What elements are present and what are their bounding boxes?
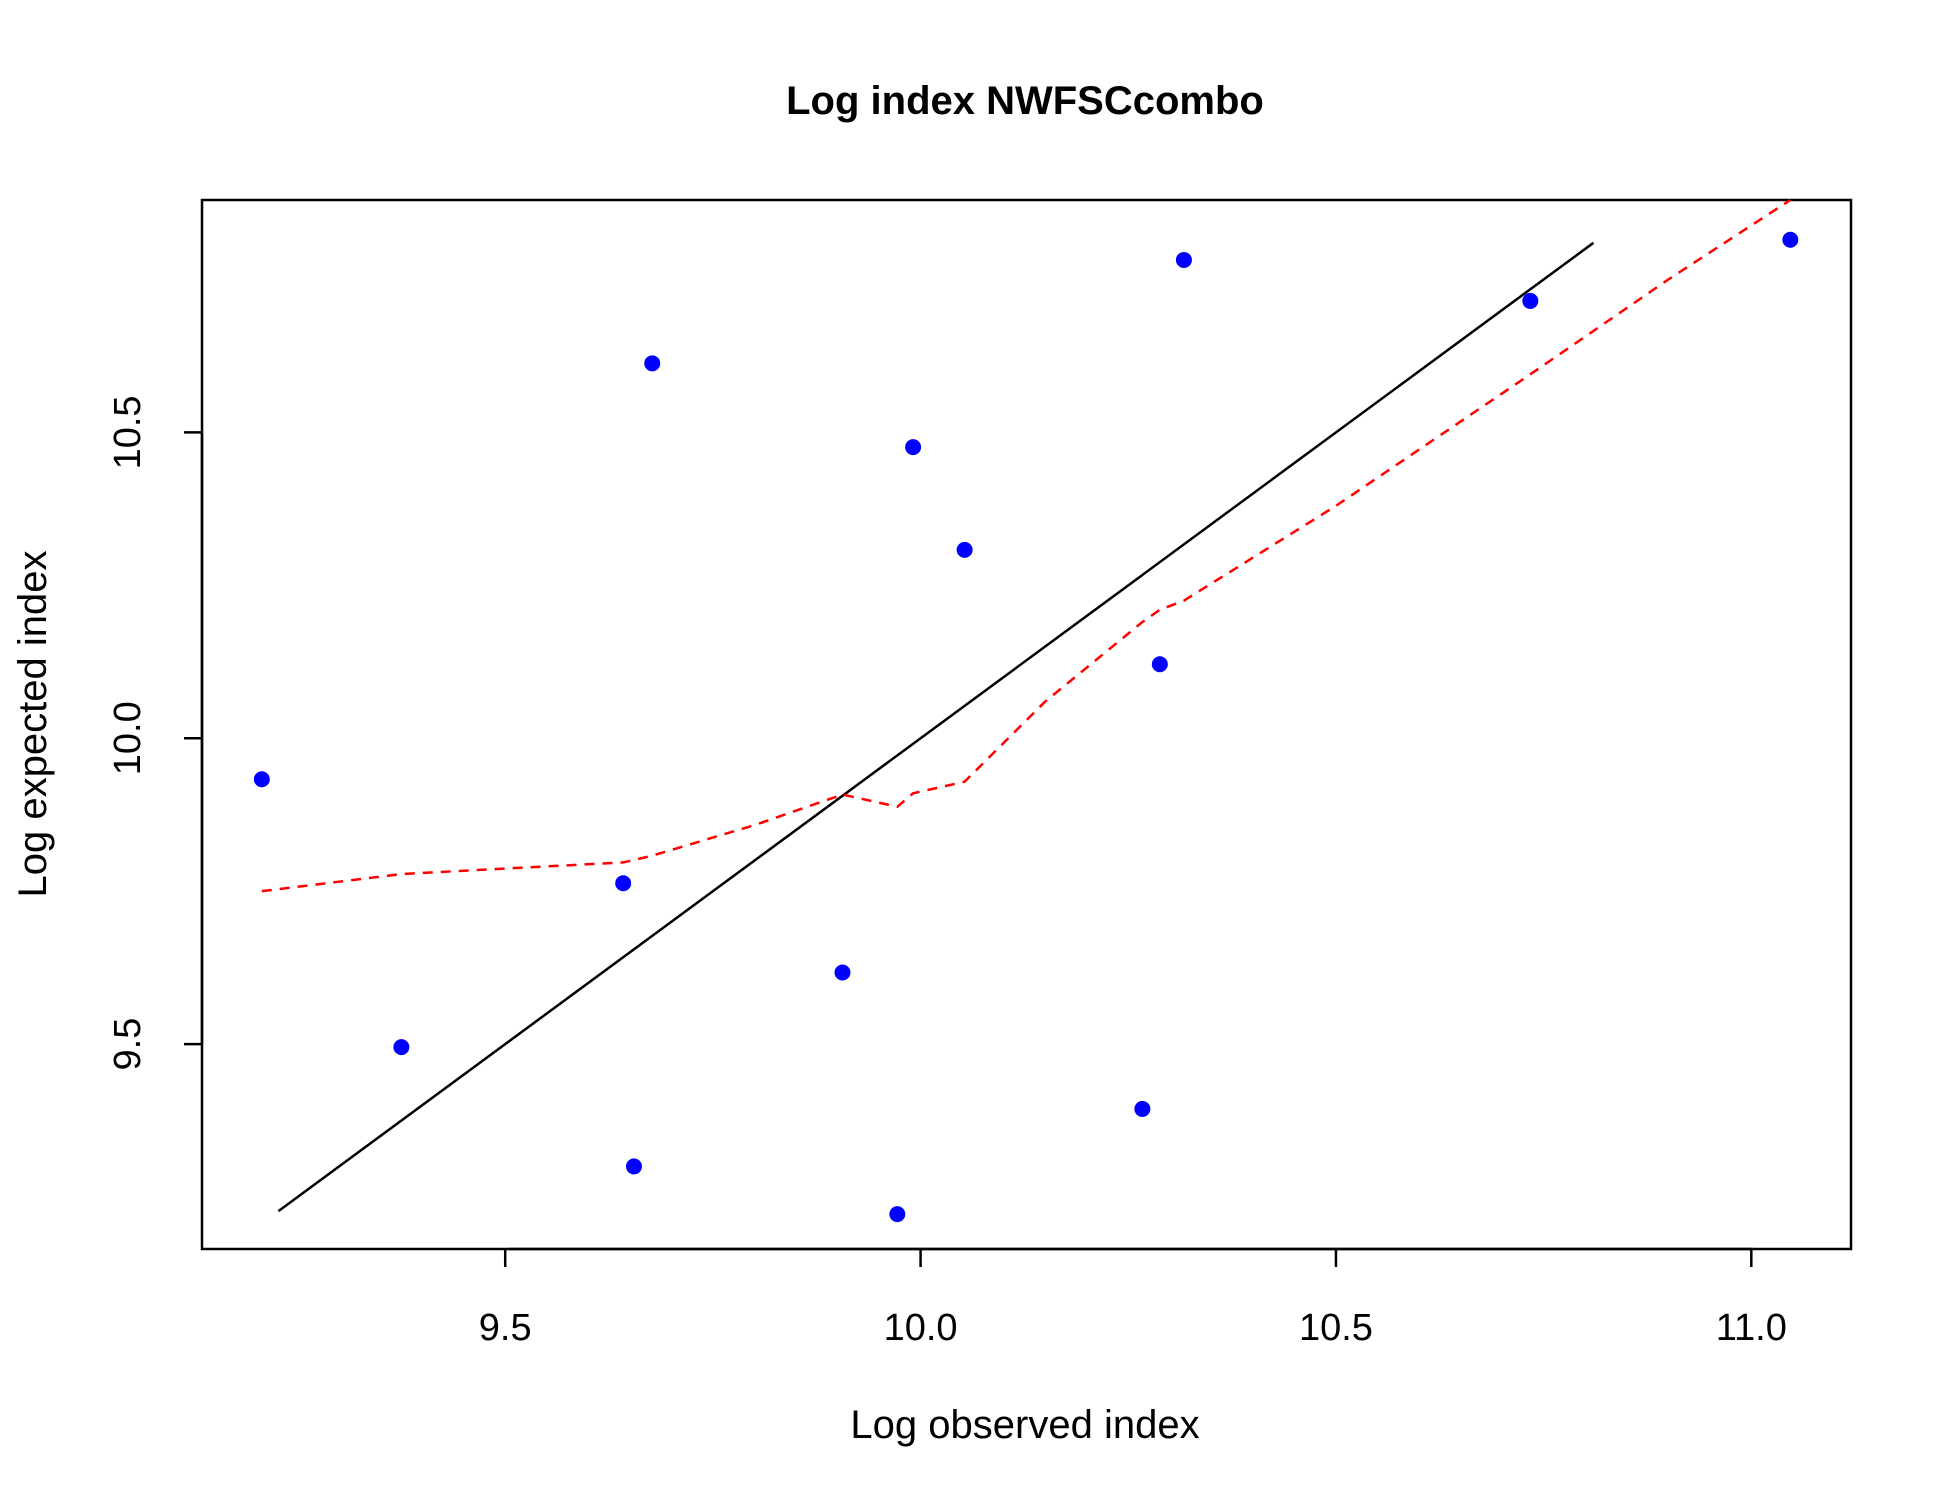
data-point bbox=[1151, 656, 1168, 673]
data-point bbox=[956, 541, 973, 558]
identity-line bbox=[277, 241, 1595, 1213]
data-point bbox=[644, 355, 661, 372]
data-point bbox=[615, 875, 632, 892]
y-axis-ticks: 9.5 10.0 10.5 bbox=[107, 395, 202, 1071]
x-tick-label: 10.5 bbox=[1299, 1307, 1373, 1349]
data-point bbox=[393, 1039, 410, 1056]
data-point bbox=[1522, 292, 1539, 309]
x-axis-ticks: 9.5 10.0 10.5 11.0 bbox=[479, 1249, 1787, 1349]
chart-title: Log index NWFSCcombo bbox=[786, 79, 1264, 123]
data-point bbox=[905, 439, 922, 456]
y-axis-label: Log expected index bbox=[11, 551, 55, 898]
smoother-line bbox=[261, 198, 1792, 893]
data-point bbox=[625, 1158, 642, 1175]
data-point bbox=[1782, 231, 1799, 248]
y-tick-label: 10.0 bbox=[107, 701, 149, 775]
y-tick-label: 9.5 bbox=[107, 1018, 149, 1071]
data-points bbox=[253, 231, 1799, 1223]
data-point bbox=[1175, 251, 1192, 268]
x-tick-label: 9.5 bbox=[479, 1307, 532, 1349]
data-point bbox=[253, 771, 270, 788]
plot-frame bbox=[200, 198, 1853, 1251]
data-point bbox=[889, 1206, 906, 1223]
x-tick-label: 10.0 bbox=[884, 1307, 958, 1349]
x-axis-label: Log observed index bbox=[850, 1403, 1199, 1447]
data-point bbox=[1134, 1100, 1151, 1117]
x-tick-label: 11.0 bbox=[1716, 1307, 1787, 1349]
data-point bbox=[834, 964, 851, 981]
y-tick-label: 10.5 bbox=[107, 395, 149, 469]
